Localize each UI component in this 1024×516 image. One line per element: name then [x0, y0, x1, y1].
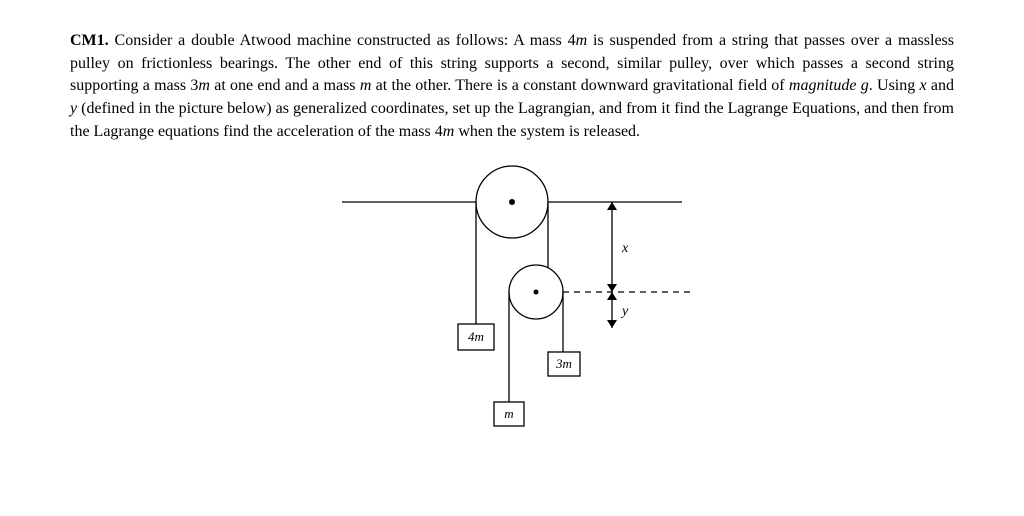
problem-label: CM1.	[70, 32, 109, 49]
mass-4m-label: 4m	[468, 329, 484, 344]
problem-text-3: at one end and a mass	[210, 77, 360, 94]
problem-text-1: Consider a double Atwood machine constru…	[115, 32, 576, 49]
problem-it-x: x	[920, 77, 927, 94]
coord-y-label: y	[620, 304, 629, 319]
problem-text-8: when the system is released.	[454, 123, 640, 140]
atwood-figure: 4m m 3m x y	[272, 162, 752, 482]
mass-m-label: m	[504, 406, 513, 421]
problem-it-m2: m	[198, 77, 210, 94]
coord-x-label: x	[621, 241, 629, 256]
mass-3m-label: 3m	[555, 356, 572, 371]
problem-text-6: and	[927, 77, 954, 94]
problem-it-g: magnitude g	[789, 77, 869, 94]
problem-it-m1: m	[576, 32, 588, 49]
problem-it-m4: m	[443, 123, 455, 140]
problem-statement: CM1. Consider a double Atwood machine co…	[70, 30, 954, 144]
problem-it-m3: m	[360, 77, 372, 94]
problem-text-5: . Using	[869, 77, 920, 94]
problem-text-4: at the other. There is a constant downwa…	[371, 77, 789, 94]
